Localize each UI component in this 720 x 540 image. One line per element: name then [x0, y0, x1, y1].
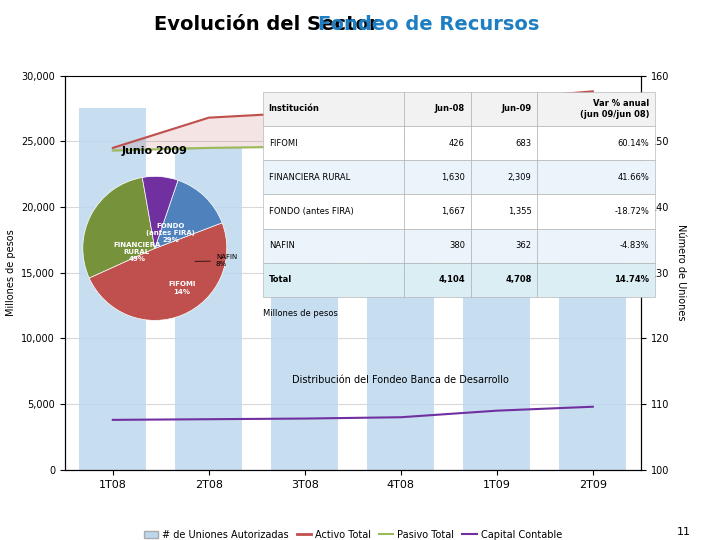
Text: Jun-09: Jun-09 [501, 104, 531, 113]
FancyBboxPatch shape [263, 228, 404, 263]
Text: 1,667: 1,667 [441, 207, 465, 216]
Text: 2,309: 2,309 [508, 173, 531, 182]
Bar [79, 109, 146, 470]
Text: 60.14%: 60.14% [618, 139, 649, 147]
FancyBboxPatch shape [471, 126, 537, 160]
FancyBboxPatch shape [537, 126, 655, 160]
Text: Millones de pesos: Millones de pesos [263, 309, 338, 318]
Bar [271, 240, 338, 470]
Text: NAFIN
8%: NAFIN 8% [195, 254, 238, 267]
Wedge shape [155, 180, 222, 248]
Text: Institución: Institución [269, 104, 320, 113]
Wedge shape [143, 177, 178, 248]
FancyBboxPatch shape [263, 92, 404, 126]
Wedge shape [89, 223, 227, 320]
Text: Jun-08: Jun-08 [435, 104, 465, 113]
Text: 14.74%: 14.74% [614, 275, 649, 285]
FancyBboxPatch shape [471, 194, 537, 228]
FancyBboxPatch shape [263, 126, 404, 160]
FancyBboxPatch shape [263, 160, 404, 194]
FancyBboxPatch shape [404, 92, 471, 126]
Text: FINANCIERA RURAL: FINANCIERA RURAL [269, 173, 350, 182]
Bar [367, 246, 434, 470]
Text: -18.72%: -18.72% [614, 207, 649, 216]
Text: 362: 362 [516, 241, 531, 250]
FancyBboxPatch shape [537, 228, 655, 263]
FancyBboxPatch shape [404, 160, 471, 194]
Text: NAFIN: NAFIN [269, 241, 294, 250]
Bar [463, 213, 531, 470]
Text: 41.66%: 41.66% [618, 173, 649, 182]
Legend: # de Uniones Autorizadas, Activo Total, Pasivo Total, Capital Contable: # de Uniones Autorizadas, Activo Total, … [140, 526, 566, 540]
Text: 4,708: 4,708 [505, 275, 531, 285]
FancyBboxPatch shape [263, 263, 404, 297]
FancyBboxPatch shape [537, 263, 655, 297]
Text: 4,104: 4,104 [438, 275, 465, 285]
Text: FONDO
(antes FIRA)
29%: FONDO (antes FIRA) 29% [146, 222, 195, 242]
Text: FIFOMI
14%: FIFOMI 14% [168, 281, 196, 294]
FancyBboxPatch shape [471, 263, 537, 297]
Text: FIFOMI: FIFOMI [269, 139, 297, 147]
Text: 683: 683 [516, 139, 531, 147]
FancyBboxPatch shape [263, 194, 404, 228]
Text: 11: 11 [678, 526, 691, 537]
Wedge shape [83, 178, 155, 278]
Y-axis label: Número de Uniones: Número de Uniones [675, 225, 685, 321]
FancyBboxPatch shape [404, 228, 471, 263]
FancyBboxPatch shape [404, 194, 471, 228]
Text: 1,630: 1,630 [441, 173, 465, 182]
Text: Distribución del Fondeo Banca de Desarrollo: Distribución del Fondeo Banca de Desarro… [292, 375, 509, 386]
FancyBboxPatch shape [471, 228, 537, 263]
Text: Fondeo de Recursos: Fondeo de Recursos [318, 15, 539, 34]
FancyBboxPatch shape [471, 92, 537, 126]
Text: FINANCIERA
RURAL
49%: FINANCIERA RURAL 49% [113, 242, 161, 262]
Text: Total: Total [269, 275, 292, 285]
FancyBboxPatch shape [471, 160, 537, 194]
Text: Evolución del Sector: Evolución del Sector [154, 15, 379, 34]
Title: Junio 2009: Junio 2009 [122, 146, 188, 156]
Y-axis label: Millones de pesos: Millones de pesos [6, 230, 16, 316]
Bar [175, 146, 243, 470]
Text: Var % anual
(jun 09/jun 08): Var % anual (jun 09/jun 08) [580, 99, 649, 119]
Text: 380: 380 [449, 241, 465, 250]
FancyBboxPatch shape [537, 160, 655, 194]
Text: FONDO (antes FIRA): FONDO (antes FIRA) [269, 207, 354, 216]
FancyBboxPatch shape [537, 92, 655, 126]
FancyBboxPatch shape [537, 194, 655, 228]
Text: 426: 426 [449, 139, 465, 147]
Bar [559, 213, 626, 470]
Text: -4.83%: -4.83% [620, 241, 649, 250]
Text: 1,355: 1,355 [508, 207, 531, 216]
FancyBboxPatch shape [404, 126, 471, 160]
FancyBboxPatch shape [404, 263, 471, 297]
